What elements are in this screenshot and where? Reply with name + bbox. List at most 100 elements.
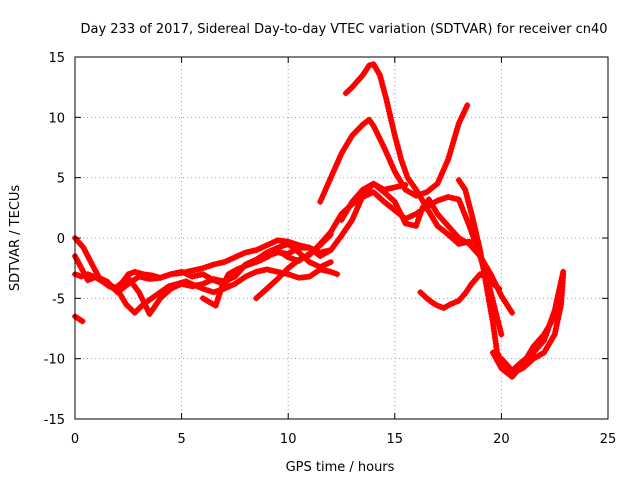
data-point-marker: [554, 295, 561, 302]
data-point-marker: [365, 191, 372, 198]
data-point-marker: [321, 188, 328, 195]
data-point-marker: [413, 222, 420, 229]
data-point-marker: [548, 315, 555, 322]
data-point-marker: [206, 299, 213, 305]
data-point-marker: [399, 159, 406, 166]
data-point-marker: [255, 245, 262, 252]
data-point-marker: [320, 190, 327, 197]
data-point-marker: [555, 289, 562, 296]
data-point-marker: [452, 131, 459, 138]
data-point-marker: [464, 195, 471, 202]
data-point-marker: [253, 259, 260, 266]
data-point-marker: [476, 244, 483, 251]
data-point-marker: [457, 201, 464, 208]
data-point-marker: [385, 155, 392, 162]
data-point-marker: [442, 194, 449, 201]
data-point-marker: [392, 135, 399, 142]
data-point-marker: [437, 196, 444, 203]
series-track-8: [317, 102, 471, 205]
data-point-marker: [543, 332, 549, 339]
data-point-marker: [445, 153, 452, 160]
data-point-marker: [255, 257, 262, 264]
data-point-marker: [401, 165, 408, 172]
data-point-marker: [547, 318, 554, 325]
data-point-marker: [454, 125, 461, 132]
data-point-marker: [441, 164, 448, 171]
data-point-marker: [557, 280, 564, 287]
data-point-marker: [386, 108, 393, 115]
data-point-marker: [496, 323, 503, 330]
data-point-marker: [247, 271, 254, 278]
data-point-marker: [434, 197, 441, 204]
y-axis-label: SDTVAR / TECUs: [8, 185, 23, 292]
data-point-marker: [317, 198, 324, 205]
data-point-marker: [384, 99, 390, 106]
data-point-marker: [314, 262, 321, 269]
data-point-marker: [398, 212, 405, 219]
data-point-marker: [387, 157, 394, 164]
data-point-marker: [469, 213, 476, 220]
data-point-marker: [329, 172, 335, 178]
data-point-marker: [558, 277, 565, 284]
data-point-marker: [253, 247, 260, 254]
data-point-marker: [334, 271, 341, 278]
data-point-marker: [290, 273, 297, 279]
x-tick-label: 5: [177, 432, 185, 447]
data-point-marker: [266, 241, 273, 247]
data-point-marker: [386, 111, 393, 118]
data-point-marker: [391, 132, 398, 139]
series-track-14: [417, 271, 503, 311]
data-point-marker: [234, 266, 240, 273]
data-point-marker: [393, 138, 400, 145]
data-point-marker: [495, 320, 502, 327]
data-point-marker: [239, 250, 246, 257]
data-point-marker: [509, 309, 516, 316]
data-point-marker: [199, 295, 206, 302]
data-point-marker: [472, 225, 479, 232]
data-point-marker: [336, 155, 343, 162]
data-point-marker: [324, 182, 331, 189]
data-point-marker: [298, 255, 305, 262]
data-point-marker: [440, 167, 447, 174]
data-point-marker: [400, 162, 407, 169]
data-point-marker: [449, 142, 456, 149]
x-tick-label: 10: [280, 432, 297, 447]
data-point-marker: [446, 151, 453, 157]
data-point-marker: [385, 105, 392, 112]
data-point-marker: [237, 251, 244, 258]
data-point-marker: [90, 274, 97, 281]
y-tick-label: 5: [57, 172, 65, 187]
data-point-marker: [549, 312, 556, 319]
data-point-marker: [215, 294, 222, 301]
data-point-marker: [445, 156, 452, 163]
data-point-marker: [498, 331, 505, 338]
data-point-marker: [207, 262, 214, 269]
data-point-marker: [79, 318, 86, 325]
data-point-marker: [389, 120, 395, 127]
data-point-marker: [140, 297, 146, 304]
data-point-marker: [269, 239, 276, 246]
data-point-marker: [383, 96, 390, 103]
x-tick-label: 0: [71, 432, 79, 447]
data-point-marker: [447, 148, 454, 155]
data-point-marker: [84, 253, 91, 260]
data-point-marker: [366, 116, 373, 123]
data-point-marker: [213, 299, 220, 306]
data-point-marker: [550, 310, 557, 317]
data-point-marker: [448, 145, 455, 152]
data-point-marker: [380, 87, 387, 94]
data-point-marker: [333, 161, 340, 168]
data-point-marker: [394, 141, 401, 148]
data-point-marker: [452, 299, 459, 305]
data-point-marker: [199, 265, 206, 272]
data-point-marker: [473, 232, 480, 238]
data-point-marker: [178, 268, 185, 275]
data-point-marker: [247, 260, 254, 267]
data-point-marker: [416, 213, 423, 220]
data-point-marker: [450, 139, 456, 146]
data-point-marker: [389, 123, 396, 130]
data-point-marker: [463, 189, 469, 196]
data-point-marker: [261, 255, 268, 262]
data-point-marker: [456, 199, 463, 205]
data-point-marker: [421, 190, 428, 197]
